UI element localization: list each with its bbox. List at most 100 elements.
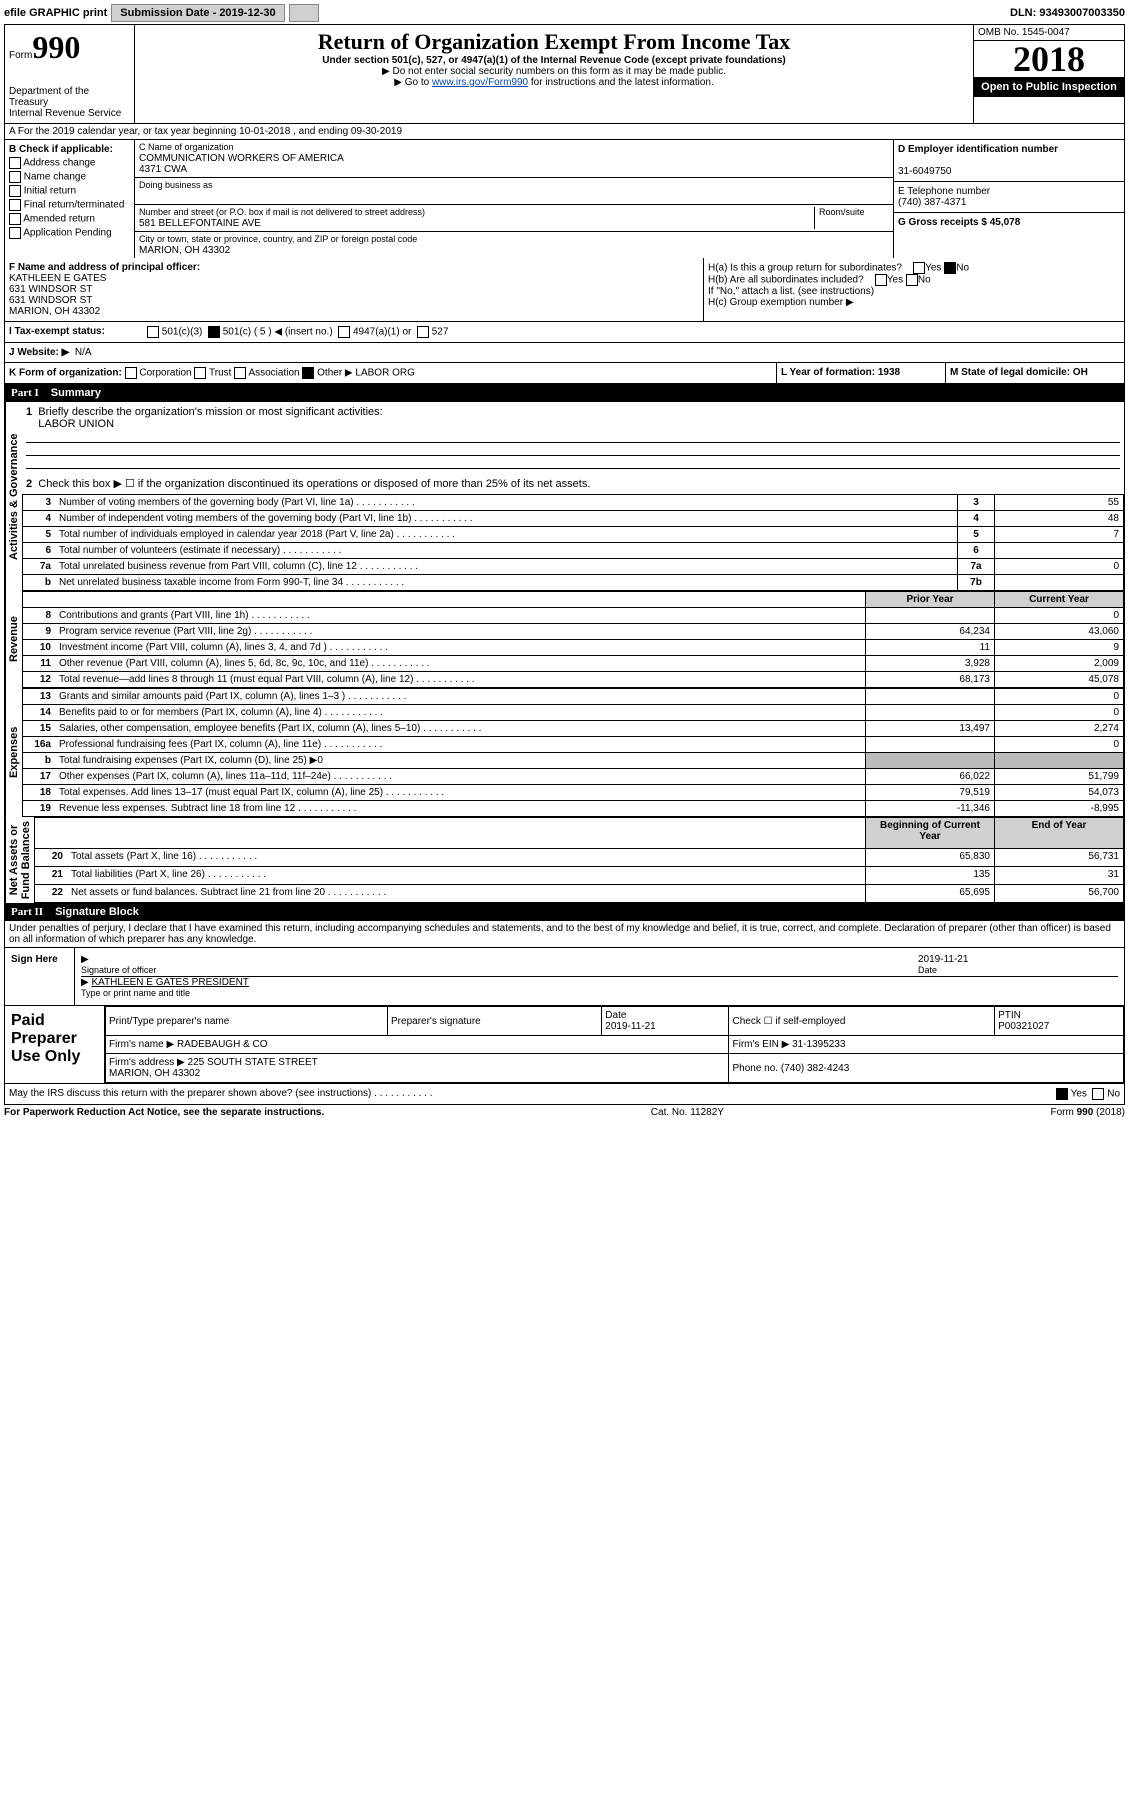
sig-officer-label: Signature of officer (81, 965, 156, 975)
goto-pre: ▶ Go to (394, 77, 432, 88)
uline-2 (26, 443, 1120, 456)
b-label: B Check if applicable: (9, 144, 113, 155)
i-o1: 501(c)(3) (162, 327, 203, 338)
prep-h-date: Date (605, 1010, 626, 1021)
part-2-num: Part II (11, 906, 43, 918)
b-check[interactable] (9, 213, 21, 225)
col-deg: D Employer identification number 31-60497… (894, 140, 1124, 258)
part-1-title: Summary (51, 387, 101, 399)
subtitle-3: ▶ Go to www.irs.gov/Form990 for instruct… (139, 77, 969, 88)
no-2: No (918, 275, 931, 286)
b-check[interactable] (9, 199, 21, 211)
firm-ein: 31-1395233 (792, 1039, 845, 1050)
j-label: J Website: ▶ (9, 347, 69, 358)
prep-date-value: 2019-11-21 (605, 1021, 655, 1032)
part-1-header: Part I Summary (5, 384, 1124, 402)
sign-fields: ▶Signature of officer 2019-11-21Date ▶ K… (75, 948, 1124, 1005)
submission-date-btn[interactable]: Submission Date - 2019-12-30 (111, 4, 284, 22)
k-other: Other ▶ (317, 368, 352, 379)
mission-text: LABOR UNION (38, 418, 114, 430)
room-label: Room/suite (819, 207, 865, 217)
b-check[interactable] (9, 227, 21, 239)
vtab-expenses: Expenses (5, 688, 22, 817)
website-value: N/A (75, 347, 92, 358)
col-b: B Check if applicable: Address change Na… (5, 140, 135, 258)
k-other-check[interactable] (302, 367, 314, 379)
hb-yes-check[interactable] (875, 274, 887, 286)
preparer-label: Paid Preparer Use Only (5, 1006, 105, 1083)
phone-label: E Telephone number (898, 186, 990, 197)
m-state: M State of legal domicile: OH (950, 367, 1088, 378)
ha-no-check[interactable] (944, 262, 956, 274)
expenses-table: 13Grants and similar amounts paid (Part … (22, 688, 1124, 817)
i-501c3-check[interactable] (147, 326, 159, 338)
i-o3: 4947(a)(1) or (353, 327, 411, 338)
vtab-activities: Activities & Governance (5, 402, 22, 591)
city-state-zip: MARION, OH 43302 (139, 245, 230, 256)
part-2-header: Part II Signature Block (5, 903, 1124, 921)
firm-name: RADEBAUGH & CO (177, 1039, 268, 1050)
i-o4: 527 (432, 327, 449, 338)
i-4947-check[interactable] (338, 326, 350, 338)
ag-table: 3Number of voting members of the governi… (22, 494, 1124, 591)
cat-no: Cat. No. 11282Y (651, 1107, 724, 1118)
dba-label: Doing business as (139, 180, 213, 190)
k-trust-check[interactable] (194, 367, 206, 379)
vtab-revenue: Revenue (5, 591, 22, 688)
k-corp: Corporation (139, 368, 191, 379)
b-check[interactable] (9, 157, 21, 169)
gross-receipts: G Gross receipts $ 45,078 (898, 217, 1020, 228)
k-corp-check[interactable] (125, 367, 137, 379)
firm-ein-label: Firm's EIN ▶ (732, 1039, 789, 1050)
sig-date-label: Date (918, 965, 937, 975)
discuss-no-check[interactable] (1092, 1088, 1104, 1100)
k-trust: Trust (209, 368, 231, 379)
firm-phone: (740) 382-4243 (781, 1063, 849, 1074)
part-2-title: Signature Block (55, 906, 139, 918)
vtab-netassets: Net Assets or Fund Balances (5, 817, 34, 903)
sig-date-value: 2019-11-21 (918, 954, 968, 965)
prep-h-sig: Preparer's signature (388, 1007, 602, 1036)
prep-firm-row: Firm's name ▶ RADEBAUGH & CO Firm's EIN … (106, 1036, 1124, 1054)
sign-here-section: Sign Here ▶Signature of officer 2019-11-… (5, 947, 1124, 1005)
ha-label: H(a) Is this a group return for subordin… (708, 263, 902, 274)
netassets-table: Beginning of Current YearEnd of Year20To… (34, 817, 1124, 903)
name-title-label: Type or print name and title (81, 988, 190, 998)
row-klm: K Form of organization: Corporation Trus… (5, 363, 1124, 384)
section-f-h: F Name and address of principal officer:… (5, 258, 1124, 322)
preparer-section: Paid Preparer Use Only Print/Type prepar… (5, 1005, 1124, 1083)
ha-yes-check[interactable] (913, 262, 925, 274)
row-a: A For the 2019 calendar year, or tax yea… (5, 124, 1124, 140)
b-check[interactable] (9, 185, 21, 197)
k-assoc-check[interactable] (234, 367, 246, 379)
blank-btn[interactable] (289, 4, 319, 22)
year-cell: OMB No. 1545-0047 2018 Open to Public In… (974, 25, 1124, 123)
yes-1: Yes (925, 263, 941, 274)
f-label: F Name and address of principal officer: (9, 262, 200, 273)
uline-3 (26, 456, 1120, 469)
form-ref: Form 990 (2018) (1051, 1107, 1125, 1118)
discuss-row: May the IRS discuss this return with the… (5, 1083, 1124, 1104)
discuss-yes-check[interactable] (1056, 1088, 1068, 1100)
instructions-link[interactable]: www.irs.gov/Form990 (432, 77, 528, 88)
b-check[interactable] (9, 171, 21, 183)
addr-label: Number and street (or P.O. box if mail i… (139, 207, 425, 217)
form-number: 990 (32, 29, 80, 65)
i-527-check[interactable] (417, 326, 429, 338)
hb-no-check[interactable] (906, 274, 918, 286)
revenue-table: Prior YearCurrent Year8Contributions and… (22, 591, 1124, 688)
firm-name-label: Firm's name ▶ (109, 1039, 174, 1050)
ein-label: D Employer identification number (898, 144, 1058, 155)
revenue-block: Revenue Prior YearCurrent Year8Contribut… (5, 591, 1124, 688)
efile-label: efile GRAPHIC print (4, 7, 107, 19)
goto-post: for instructions and the latest informat… (528, 77, 714, 88)
k-assoc: Association (248, 368, 299, 379)
officer-name: KATHLEEN E GATES PRESIDENT (91, 977, 248, 988)
i-501c-check[interactable] (208, 326, 220, 338)
no-1: No (956, 263, 969, 274)
ein-value: 31-6049750 (898, 166, 951, 177)
tax-year: 2018 (974, 41, 1124, 77)
preparer-table: Print/Type preparer's name Preparer's si… (105, 1006, 1124, 1083)
phone-value: (740) 387-4371 (898, 197, 966, 208)
subtitle-1: Under section 501(c), 527, or 4947(a)(1)… (139, 55, 969, 66)
